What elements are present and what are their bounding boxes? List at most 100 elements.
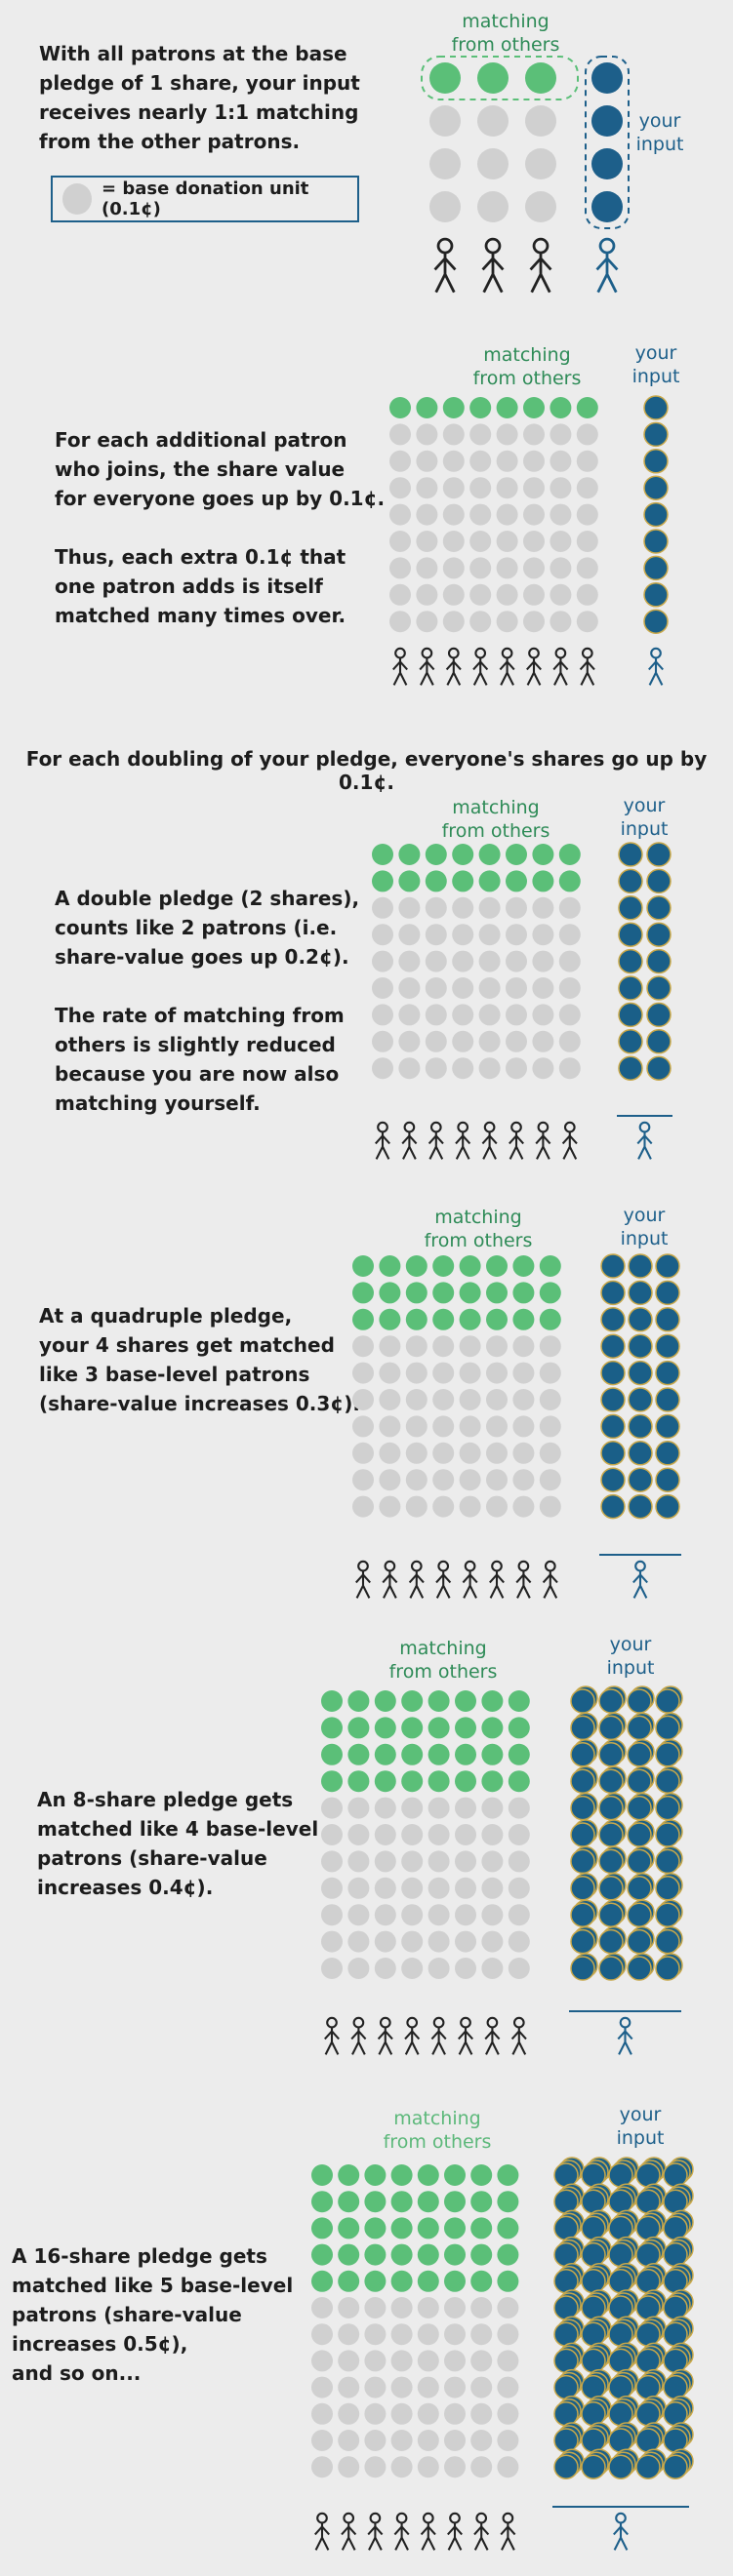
grid-dot [338, 2297, 360, 2318]
grid-dot [432, 1415, 455, 1438]
grid-dot [558, 1057, 581, 1080]
grid-dot [497, 2297, 519, 2318]
grid-dot [425, 977, 447, 999]
panel2-matching-label: matching from others [441, 797, 550, 842]
your-dot [655, 1956, 680, 1981]
your-dot [553, 2241, 579, 2268]
intro-dot [525, 62, 556, 94]
grid-dot [459, 1415, 481, 1438]
your-dot [627, 1876, 652, 1901]
your-dot [643, 529, 669, 554]
grid-dot [523, 423, 545, 446]
grid-dot [470, 2402, 493, 2425]
grid-dot [405, 1362, 428, 1384]
grid-dot [444, 2323, 466, 2346]
your-dot [598, 1768, 624, 1794]
grid-dot [311, 2297, 333, 2318]
grid-dot [347, 1904, 370, 1926]
your-dot [635, 2162, 661, 2188]
your-dot [618, 842, 643, 867]
your-dot [600, 1280, 626, 1306]
your-dot [608, 2428, 633, 2453]
your-dot [663, 2215, 688, 2241]
grid-dot [389, 477, 411, 499]
panel2-text: A double pledge (2 shares), counts like … [55, 887, 360, 1115]
grid-dot [496, 397, 518, 418]
your-dot [646, 842, 672, 867]
grid-dot [417, 2456, 439, 2478]
grid-dot [398, 950, 421, 972]
your-dot [618, 895, 643, 921]
grid-dot [455, 1850, 476, 1873]
grid-dot [539, 1495, 561, 1518]
grid-dot [338, 2376, 360, 2398]
grid-dot [372, 1030, 393, 1052]
grid-dot [455, 1743, 476, 1765]
your-dot [581, 2295, 606, 2320]
grid-dot [311, 2402, 333, 2425]
grid-dot [512, 1495, 535, 1518]
patron-person-icon [561, 1121, 578, 1160]
grid-dot [512, 1308, 535, 1330]
your-dot [655, 1333, 680, 1359]
matching-bracket [421, 56, 579, 100]
your-dot [570, 1928, 595, 1955]
patron-person-icon [419, 647, 435, 686]
grid-dot [512, 1389, 535, 1410]
grid-dot [364, 2217, 387, 2239]
your-dot [600, 1253, 626, 1279]
grid-dot [379, 1442, 401, 1464]
grid-dot [478, 1004, 501, 1026]
grid-dot [469, 477, 492, 499]
grid-dot [532, 924, 554, 946]
patron-person-icon [433, 237, 457, 294]
your-dot [618, 868, 643, 894]
grid-dot [532, 870, 554, 892]
your-dot [655, 1688, 680, 1714]
grid-dot [372, 896, 393, 919]
grid-dot [416, 583, 438, 606]
grid-dot [405, 1415, 428, 1438]
grid-dot [374, 1904, 396, 1926]
your-dot [600, 1333, 626, 1359]
grid-dot [374, 1770, 396, 1793]
grid-dot [432, 1335, 455, 1358]
grid-dot [374, 1797, 396, 1819]
patron-person-icon [535, 1121, 551, 1160]
grid-dot [496, 477, 518, 499]
patron-person-icon [509, 1121, 524, 1160]
grid-dot [338, 2191, 360, 2213]
grid-dot [352, 1415, 374, 1438]
grid-dot [459, 1495, 481, 1518]
grid-dot [428, 1877, 450, 1899]
grid-dot [455, 1797, 476, 1819]
grid-dot [405, 1442, 428, 1464]
your-dot [663, 2454, 688, 2479]
grid-dot [532, 1030, 554, 1052]
grid-dot [374, 1930, 396, 1953]
patron-person-icon [324, 2016, 340, 2055]
grid-dot [398, 1057, 421, 1080]
your-dot [570, 1688, 595, 1714]
grid-dot [539, 1442, 561, 1464]
grid-dot [506, 1004, 527, 1026]
grid-dot [550, 531, 572, 552]
grid-dot [455, 1930, 476, 1953]
grid-dot [444, 2430, 466, 2451]
grid-dot [470, 2430, 493, 2451]
grid-dot [558, 1004, 581, 1026]
grid-dot [428, 1717, 450, 1739]
grid-dot [481, 1877, 504, 1899]
grid-dot [497, 2323, 519, 2346]
grid-dot [364, 2456, 387, 2478]
your-dot [628, 1493, 653, 1520]
grid-dot [398, 1030, 421, 1052]
grid-dot [428, 1743, 450, 1765]
grid-dot [425, 950, 447, 972]
patron-person-icon [435, 1560, 452, 1599]
grid-dot [512, 1255, 535, 1277]
grid-dot [539, 1335, 561, 1358]
grid-dot [321, 1958, 343, 1979]
patron-person-icon [420, 2512, 436, 2551]
your-dot [600, 1467, 626, 1492]
